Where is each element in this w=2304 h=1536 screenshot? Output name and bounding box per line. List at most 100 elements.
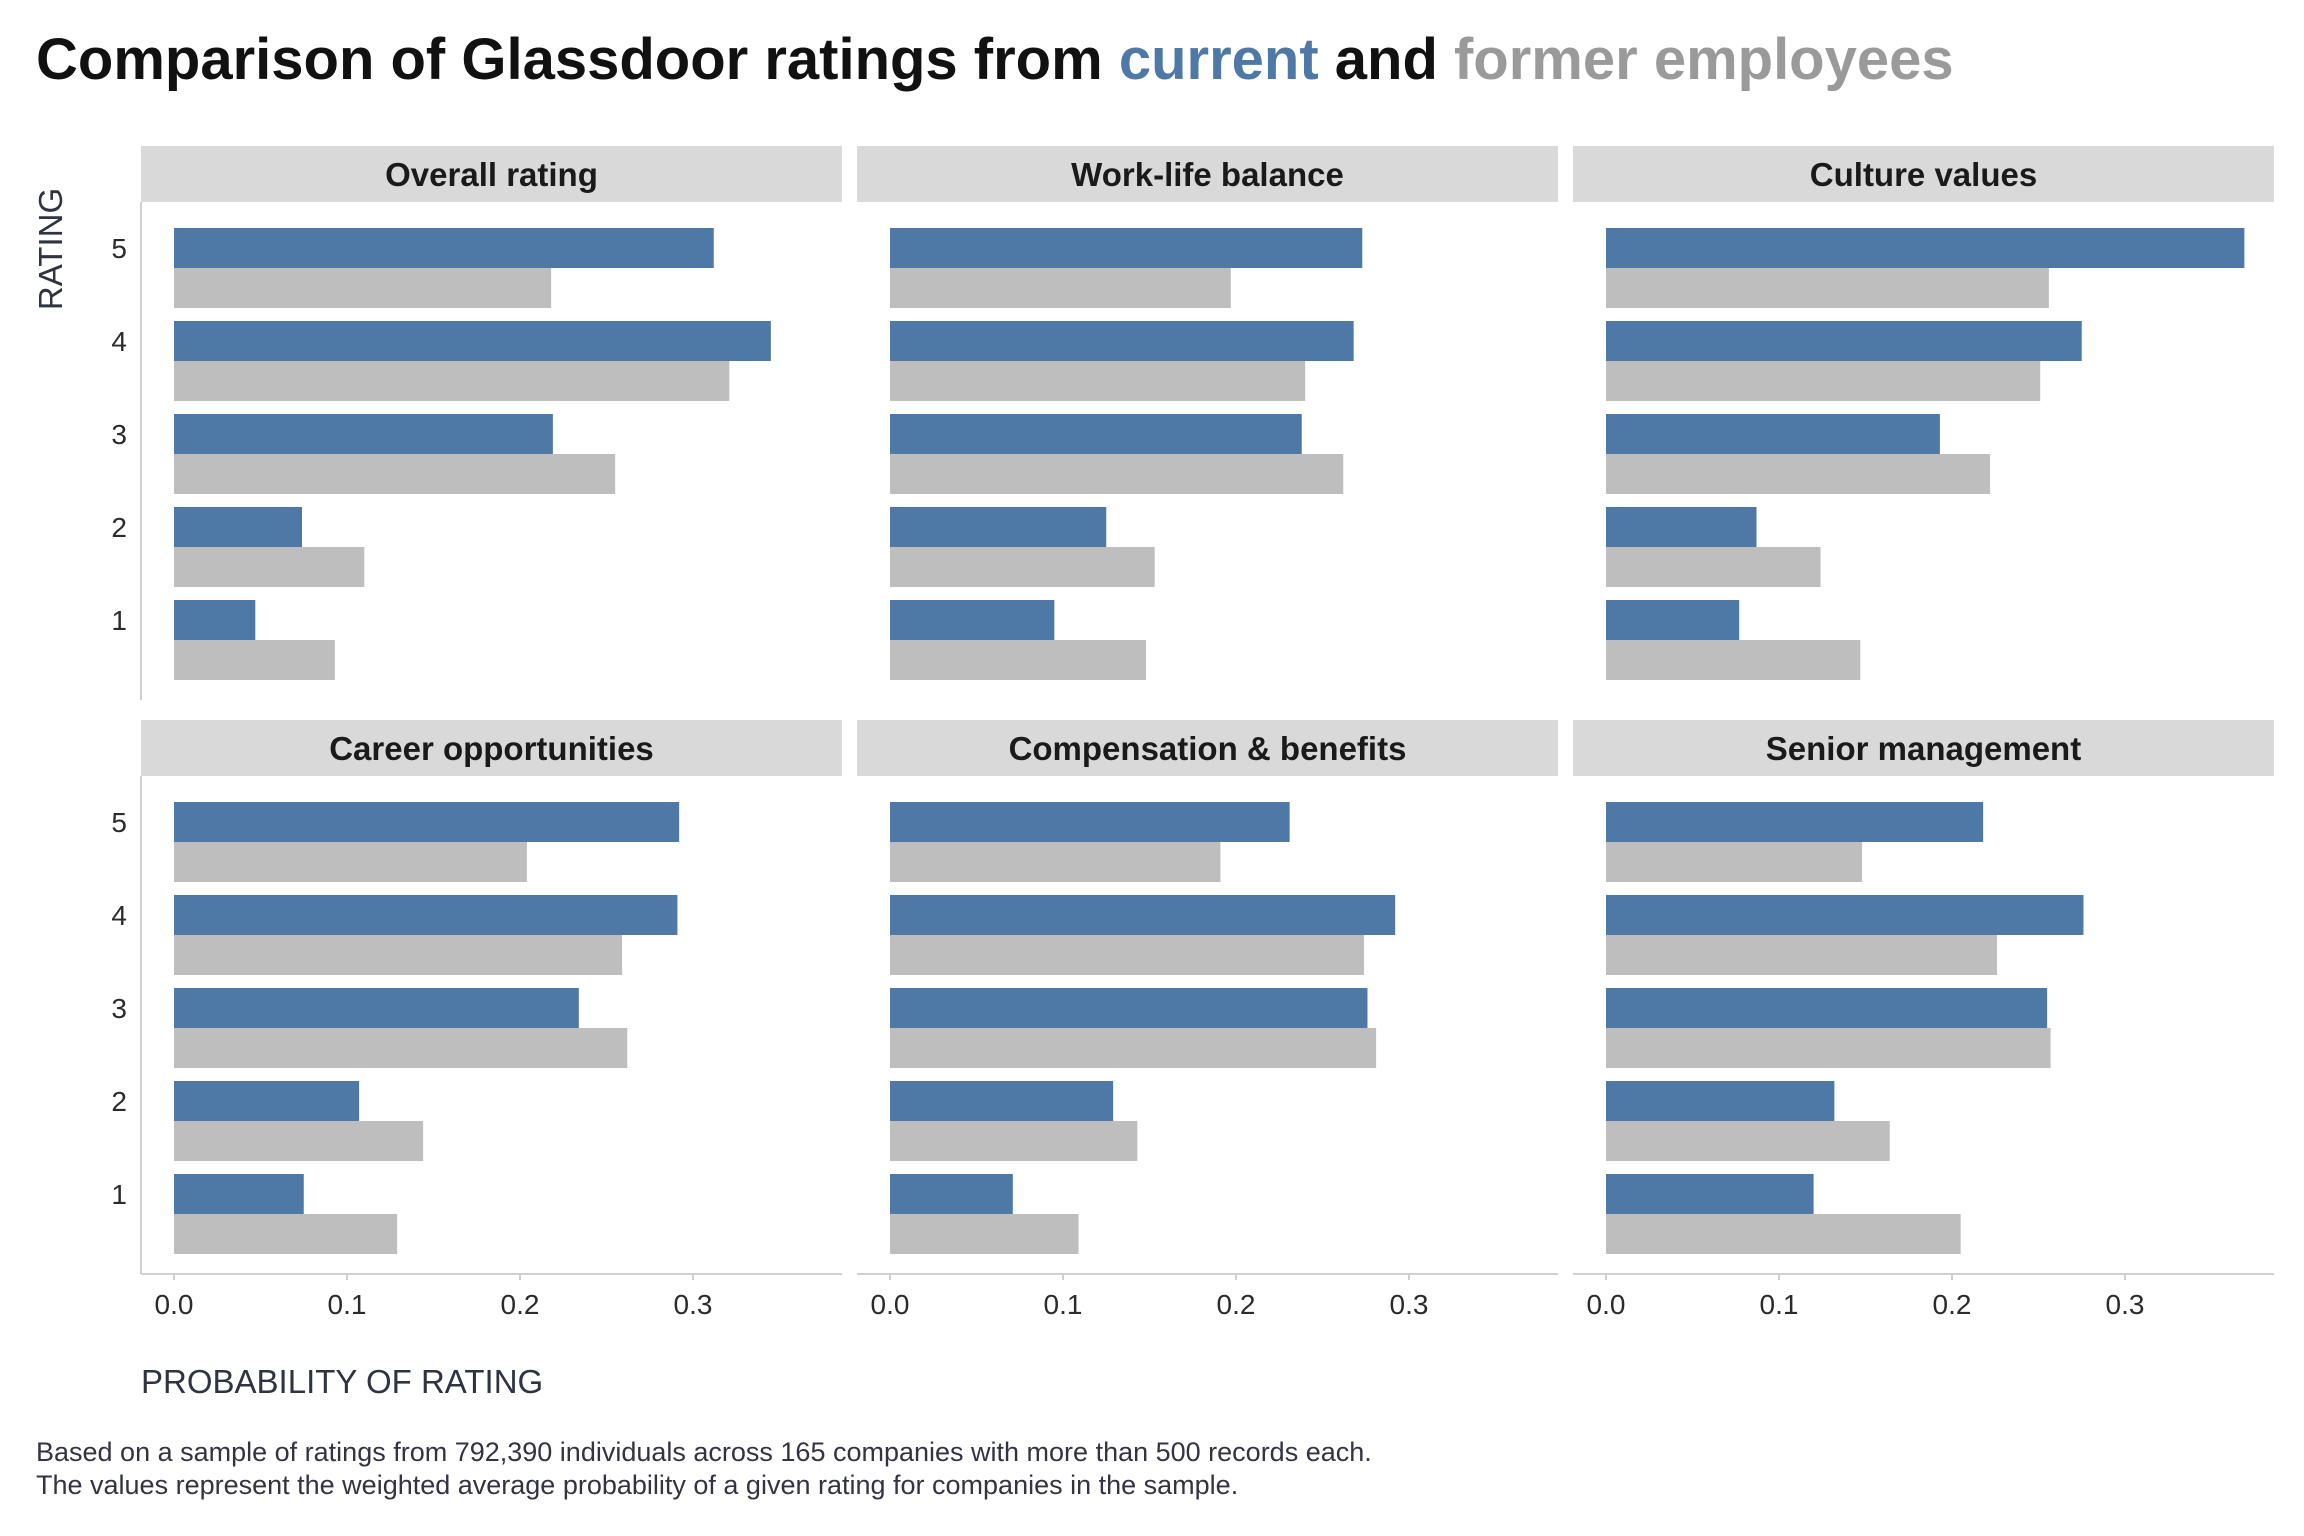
panel-title-work-life-balance: Work-life balance [1071,156,1344,193]
x-axis-title: PROBABILITY OF RATING [141,1363,543,1400]
bar-culture-values-rating-3-former [1606,454,1991,494]
bar-compensation-benefits-rating-5-current [890,802,1290,842]
bar-compensation-benefits-rating-4-current [890,895,1396,935]
bar-culture-values-rating-1-former [1606,640,1861,680]
bar-work-life-balance-rating-1-former [890,640,1147,680]
x-tick-label-senior-management-2: 0.2 [1933,1289,1972,1320]
bar-compensation-benefits-rating-5-former [890,842,1221,882]
bar-career-opportunities-rating-3-former [174,1028,628,1068]
bar-culture-values-rating-5-former [1606,268,2049,308]
panel-title-career-opportunities: Career opportunities [329,730,654,767]
bar-overall-rating-rating-4-former [174,361,730,401]
bar-overall-rating-rating-5-current [174,228,714,268]
bar-work-life-balance-rating-2-current [890,507,1107,547]
strip-compensation-benefits [857,720,1558,776]
bar-overall-rating-rating-5-former [174,268,552,308]
panel-title-culture-values: Culture values [1810,156,2037,193]
bar-culture-values-rating-2-current [1606,507,1757,547]
bar-senior-management-rating-4-current [1606,895,2084,935]
bar-culture-values-rating-4-current [1606,321,2082,361]
bar-senior-management-rating-3-current [1606,988,2048,1028]
bar-culture-values-rating-5-current [1606,228,2245,268]
bar-compensation-benefits-rating-3-former [890,1028,1377,1068]
bar-senior-management-rating-2-current [1606,1081,1835,1121]
bar-culture-values-rating-4-former [1606,361,2041,401]
strip-overall-rating [141,146,842,202]
bar-senior-management-rating-2-former [1606,1121,1890,1161]
bar-work-life-balance-rating-5-current [890,228,1363,268]
strip-work-life-balance [857,146,1558,202]
bar-career-opportunities-rating-5-former [174,842,527,882]
panel-title-senior-management: Senior management [1766,730,2081,767]
bar-work-life-balance-rating-2-former [890,547,1155,587]
caption-line-1: Based on a sample of ratings from 792,39… [36,1437,1372,1467]
bar-work-life-balance-rating-3-former [890,454,1344,494]
x-tick-label-career-opportunities-3: 0.3 [674,1289,713,1320]
bar-senior-management-rating-5-current [1606,802,1984,842]
y-tick-label-career-opportunities-2: 2 [111,1086,127,1117]
chart-title: Comparison of Glassdoor ratings from cur… [36,24,1954,96]
bar-career-opportunities-rating-1-former [174,1214,398,1254]
y-tick-label-career-opportunities-1: 1 [111,1179,127,1210]
bar-work-life-balance-rating-1-current [890,600,1055,640]
bar-career-opportunities-rating-1-current [174,1174,304,1214]
y-tick-label-overall-rating-1: 1 [111,605,127,636]
panel-title-overall-rating: Overall rating [385,156,598,193]
x-tick-label-career-opportunities-1: 0.1 [328,1289,367,1320]
panel-title-compensation-benefits: Compensation & benefits [1009,730,1407,767]
bar-compensation-benefits-rating-2-current [890,1081,1114,1121]
bar-compensation-benefits-rating-1-former [890,1214,1079,1254]
bar-career-opportunities-rating-3-current [174,988,579,1028]
bar-compensation-benefits-rating-2-former [890,1121,1138,1161]
x-tick-label-compensation-benefits-3: 0.3 [1390,1289,1429,1320]
title-current-word: current [1118,27,1319,92]
bar-career-opportunities-rating-5-current [174,802,680,842]
y-tick-label-overall-rating-3: 3 [111,419,127,450]
bar-overall-rating-rating-3-former [174,454,616,494]
bar-culture-values-rating-1-current [1606,600,1740,640]
bar-career-opportunities-rating-2-current [174,1081,360,1121]
y-tick-label-career-opportunities-5: 5 [111,807,127,838]
bar-career-opportunities-rating-2-former [174,1121,424,1161]
bar-senior-management-rating-3-former [1606,1028,2051,1068]
strip-culture-values [1573,146,2274,202]
y-tick-label-career-opportunities-4: 4 [111,900,127,931]
title-prefix: Comparison of Glassdoor ratings from [36,27,1119,92]
bar-work-life-balance-rating-4-former [890,361,1306,401]
bar-compensation-benefits-rating-3-current [890,988,1368,1028]
bar-overall-rating-rating-1-former [174,640,335,680]
strip-senior-management [1573,720,2274,776]
strip-career-opportunities [141,720,842,776]
bar-compensation-benefits-rating-4-former [890,935,1365,975]
bar-overall-rating-rating-2-current [174,507,303,547]
x-tick-label-career-opportunities-2: 0.2 [501,1289,540,1320]
y-tick-label-overall-rating-2: 2 [111,512,127,543]
bar-senior-management-rating-1-current [1606,1174,1814,1214]
y-axis-title: RATING [32,188,69,310]
bar-senior-management-rating-1-former [1606,1214,1961,1254]
x-tick-label-senior-management-1: 0.1 [1760,1289,1799,1320]
caption: Based on a sample of ratings from 792,39… [36,1436,1372,1502]
y-tick-label-overall-rating-4: 4 [111,326,127,357]
x-tick-label-senior-management-3: 0.3 [2106,1289,2145,1320]
y-tick-label-overall-rating-5: 5 [111,233,127,264]
bar-overall-rating-rating-4-current [174,321,771,361]
bar-compensation-benefits-rating-1-current [890,1174,1013,1214]
bar-career-opportunities-rating-4-former [174,935,623,975]
bar-overall-rating-rating-3-current [174,414,553,454]
bar-career-opportunities-rating-4-current [174,895,678,935]
bar-overall-rating-rating-1-current [174,600,256,640]
bar-culture-values-rating-3-current [1606,414,1940,454]
bar-overall-rating-rating-2-former [174,547,365,587]
bar-work-life-balance-rating-5-former [890,268,1231,308]
x-tick-label-senior-management-0: 0.0 [1587,1289,1626,1320]
caption-line-2: The values represent the weighted averag… [36,1470,1239,1500]
x-tick-label-career-opportunities-0: 0.0 [155,1289,194,1320]
bar-work-life-balance-rating-4-current [890,321,1354,361]
bar-work-life-balance-rating-3-current [890,414,1302,454]
y-tick-label-career-opportunities-3: 3 [111,993,127,1024]
bar-senior-management-rating-5-former [1606,842,1863,882]
bar-culture-values-rating-2-former [1606,547,1821,587]
x-tick-label-compensation-benefits-2: 0.2 [1217,1289,1256,1320]
x-tick-label-compensation-benefits-0: 0.0 [871,1289,910,1320]
